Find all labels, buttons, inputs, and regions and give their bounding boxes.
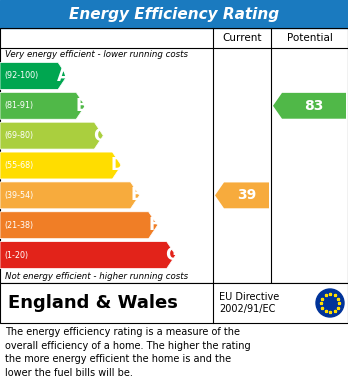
Text: Very energy efficient - lower running costs: Very energy efficient - lower running co… bbox=[5, 50, 188, 59]
Text: 83: 83 bbox=[304, 99, 324, 113]
Text: Potential: Potential bbox=[286, 33, 332, 43]
Text: England & Wales: England & Wales bbox=[8, 294, 178, 312]
Text: Not energy efficient - higher running costs: Not energy efficient - higher running co… bbox=[5, 272, 188, 281]
Polygon shape bbox=[0, 212, 158, 239]
Text: 39: 39 bbox=[237, 188, 256, 203]
Polygon shape bbox=[273, 93, 346, 119]
Text: E: E bbox=[130, 187, 142, 204]
Polygon shape bbox=[215, 183, 269, 208]
Text: (81-91): (81-91) bbox=[4, 101, 33, 110]
Polygon shape bbox=[0, 242, 176, 269]
Text: (92-100): (92-100) bbox=[4, 72, 38, 81]
Text: B: B bbox=[75, 97, 88, 115]
Text: (21-38): (21-38) bbox=[4, 221, 33, 230]
Bar bbox=[0, 0, 348, 28]
Text: A: A bbox=[57, 67, 70, 85]
Text: 2002/91/EC: 2002/91/EC bbox=[219, 304, 275, 314]
Text: The energy efficiency rating is a measure of the
overall efficiency of a home. T: The energy efficiency rating is a measur… bbox=[5, 327, 251, 378]
Polygon shape bbox=[0, 63, 67, 90]
Text: (55-68): (55-68) bbox=[4, 161, 33, 170]
Text: Current: Current bbox=[222, 33, 262, 43]
Text: (69-80): (69-80) bbox=[4, 131, 33, 140]
Text: Energy Efficiency Rating: Energy Efficiency Rating bbox=[69, 7, 279, 22]
Text: EU Directive: EU Directive bbox=[219, 292, 279, 302]
Polygon shape bbox=[0, 122, 103, 149]
Bar bbox=[0, 283, 348, 323]
Text: (39-54): (39-54) bbox=[4, 191, 33, 200]
Circle shape bbox=[316, 289, 344, 317]
Text: C: C bbox=[94, 127, 106, 145]
Text: (1-20): (1-20) bbox=[4, 251, 28, 260]
Polygon shape bbox=[0, 182, 140, 209]
Text: F: F bbox=[148, 216, 160, 234]
Text: G: G bbox=[165, 246, 179, 264]
Polygon shape bbox=[0, 152, 121, 179]
Polygon shape bbox=[0, 92, 85, 119]
Text: D: D bbox=[111, 156, 125, 174]
Bar bbox=[0, 28, 348, 283]
